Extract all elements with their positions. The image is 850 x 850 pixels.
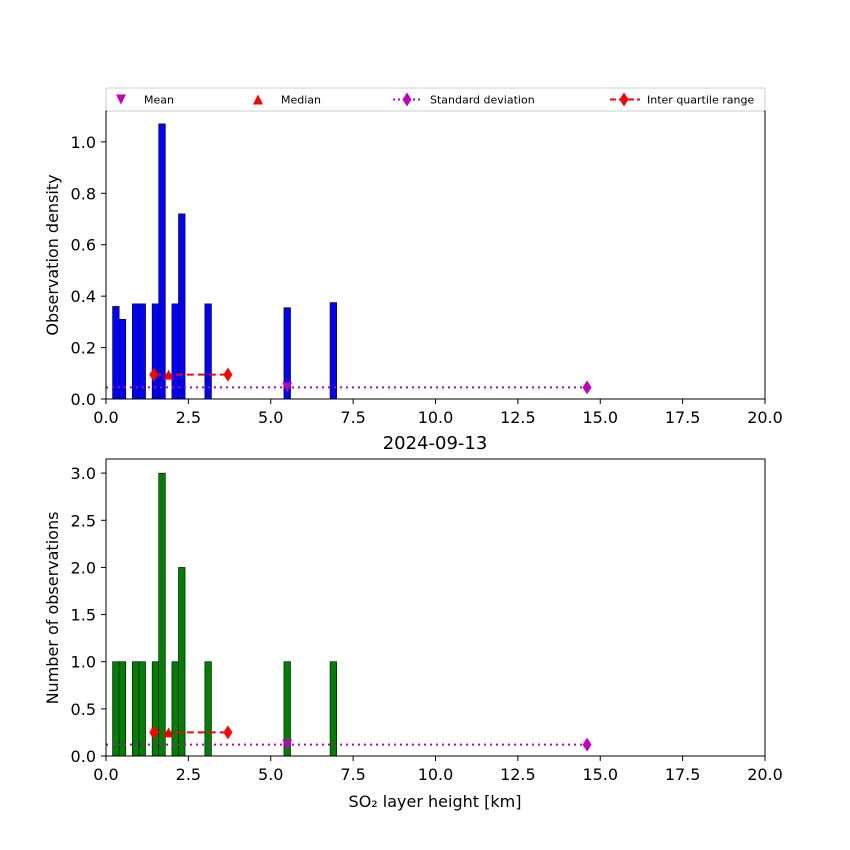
count-y-ticks: 0.0 0.5 1.0 1.5 2.0 2.5 3.0 [71,464,106,766]
density-statistics-markers [106,367,592,395]
x-tick-label: 10.0 [418,408,454,427]
iqr-high-marker [223,367,233,382]
y-tick-label: 1.0 [71,133,96,152]
y-tick-label: 0.6 [71,236,96,255]
histogram-bar [132,303,140,400]
histogram-bar [112,306,120,400]
legend-items: Mean Median Standard deviation Inter quarti… [116,92,754,107]
legend-item: Inter quartile range [610,92,754,107]
x-tick-label: 20.0 [747,408,783,427]
histogram-bar [171,661,179,757]
legend-label: Standard deviation [430,94,535,107]
y-tick-label: 1.0 [71,653,96,672]
legend-box [105,87,766,112]
histogram-bar [138,303,146,400]
x-tick-label: 0.0 [93,408,118,427]
mean-marker [282,382,293,393]
median-marker [163,727,174,738]
median-marker [163,369,174,380]
x-tick-label: 12.5 [500,408,536,427]
legend-label: Inter quartile range [647,94,754,107]
x-tick-label: 7.5 [340,765,365,784]
histogram-bar [329,661,337,757]
x-tick-label: 5.0 [258,408,283,427]
histogram-bar [178,567,186,757]
iqr-high-marker [223,725,233,740]
histogram-bar [204,303,212,400]
density-y-ticks: 0.0 0.2 0.4 0.6 0.8 1.0 [71,133,106,409]
histogram-bar [112,661,120,757]
histogram-bar [138,661,146,757]
mean-marker [282,739,293,750]
x-tick-label: 17.5 [665,408,701,427]
std-deviation-marker [582,380,592,395]
histogram-bar [178,213,186,400]
x-tick-label: 10.0 [418,765,454,784]
x-tick-label: 0.0 [93,765,118,784]
count-y-axis-label: Number of observations [43,512,62,705]
statistics-legend: Mean Median Standard deviation Inter quarti… [105,87,766,112]
count-x-axis-label: SO₂ layer height [km] [349,792,522,811]
count-statistics-markers [106,725,592,752]
density-histogram-panel: 0.0 2.5 5.0 7.5 10.0 12.5 15.0 17.5 20.0 0.00.20… [43,110,783,427]
legend-diamond-marker [402,92,412,107]
histogram-bar [118,661,127,757]
x-tick-label: 2.5 [176,765,201,784]
legend-diamond-marker [619,92,629,107]
legend-label: Mean [144,94,174,107]
count-histogram-panel: 2024-09-13 0.0 2.5 5.0 7.5 10.0 12.5 15.0 17.5 2… [43,433,783,811]
y-tick-label: 0.4 [71,287,96,306]
histogram-bar [329,302,337,400]
x-tick-label: 12.5 [500,765,536,784]
y-tick-label: 0.5 [71,700,96,719]
legend-item: Standard deviation [393,92,535,107]
count-bars [112,472,337,757]
histogram-bar [158,123,166,400]
y-tick-label: 3.0 [71,464,96,483]
histogram-bar [171,303,179,400]
x-tick-label: 5.0 [258,765,283,784]
count-panel-title: 2024-09-13 [383,433,488,454]
x-tick-label: 2.5 [176,408,201,427]
legend-label: Median [281,94,321,107]
iqr-low-marker [149,367,159,382]
histogram-bar [158,472,166,757]
legend-item: Mean [116,94,174,107]
y-tick-label: 0.0 [71,390,96,409]
y-tick-label: 2.0 [71,558,96,577]
histogram-bar [151,303,160,400]
y-tick-label: 0.8 [71,184,96,203]
density-bars [112,123,337,400]
y-tick-label: 1.5 [71,606,96,625]
legend-item: Median [253,94,321,107]
count-x-ticks: 0.0 2.5 5.0 7.5 10.0 12.5 15.0 17.5 20.0 [93,756,783,784]
x-tick-label: 17.5 [665,765,701,784]
x-tick-label: 15.0 [582,765,618,784]
y-tick-label: 2.5 [71,511,96,530]
std-deviation-marker [582,737,592,752]
x-tick-label: 15.0 [582,408,618,427]
y-tick-label: 0.2 [71,339,96,358]
iqr-low-marker [149,725,159,740]
x-tick-label: 7.5 [340,408,365,427]
density-y-axis-label: Observation density [43,174,62,335]
legend-median-marker [253,94,263,105]
histogram-bar [204,661,212,757]
legend-mean-marker [116,94,126,105]
density-x-ticks: 0.0 2.5 5.0 7.5 10.0 12.5 15.0 17.5 20.0 [93,399,783,427]
histogram-bar [132,661,140,757]
y-tick-label: 0.0 [71,747,96,766]
x-tick-label: 20.0 [747,765,783,784]
histogram-bar [151,661,160,757]
